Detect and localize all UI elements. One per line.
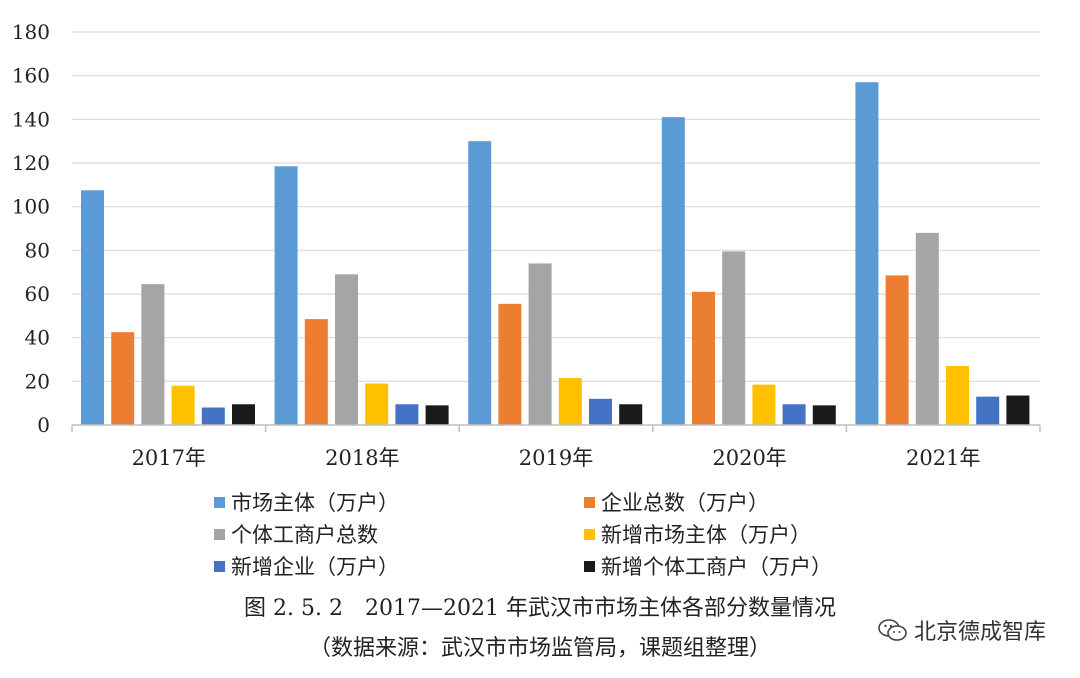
legend-item: 新增市场主体（万户） bbox=[584, 520, 874, 548]
legend-swatch bbox=[584, 496, 595, 508]
legend-item: 新增企业（万户） bbox=[214, 552, 584, 580]
legend-label: 市场主体（万户） bbox=[231, 491, 399, 515]
bar bbox=[468, 141, 492, 425]
legend-swatch bbox=[584, 560, 595, 572]
bar bbox=[619, 404, 643, 425]
bar bbox=[855, 82, 879, 425]
bar bbox=[274, 166, 298, 425]
bar bbox=[589, 398, 612, 425]
legend-item: 个体工商户总数 bbox=[214, 520, 584, 548]
x-category-label: 2021年 bbox=[906, 446, 980, 470]
bar bbox=[395, 404, 419, 425]
legend-label: 新增市场主体（万户） bbox=[601, 523, 811, 547]
bar bbox=[365, 383, 389, 425]
x-category-label: 2019年 bbox=[519, 446, 593, 470]
bar bbox=[976, 396, 1000, 425]
y-tick-label: 180 bbox=[12, 20, 50, 44]
x-category-label: 2017年 bbox=[132, 446, 206, 470]
bar bbox=[111, 332, 135, 425]
bar bbox=[528, 263, 552, 425]
bar bbox=[171, 385, 195, 425]
bar bbox=[661, 117, 685, 426]
bar bbox=[782, 404, 806, 425]
bar bbox=[558, 378, 582, 425]
bar bbox=[141, 284, 165, 425]
y-axis: 0 20 40 60 80 100 120 140 160 180 bbox=[12, 20, 50, 437]
x-category-label: 2020年 bbox=[712, 446, 786, 470]
bar bbox=[304, 319, 328, 425]
legend: 市场主体（万户） 企业总数（万户） 个体工商户总数 新增市场主体（万户） 新增企业（万户… bbox=[214, 488, 874, 580]
bar bbox=[1006, 395, 1030, 425]
legend-label: 企业总数（万户） bbox=[601, 491, 769, 515]
legend-item: 市场主体（万户） bbox=[214, 488, 584, 516]
y-tick-label: 40 bbox=[25, 326, 50, 350]
y-tick-label: 120 bbox=[12, 151, 50, 175]
legend-label: 新增个体工商户（万户） bbox=[601, 555, 832, 579]
legend-item: 企业总数（万户） bbox=[584, 488, 874, 516]
y-tick-label: 160 bbox=[12, 64, 50, 88]
watermark: 北京德成智库 bbox=[878, 614, 1046, 646]
x-category-label: 2018年 bbox=[325, 446, 399, 470]
y-tick-label: 80 bbox=[25, 238, 50, 262]
bar bbox=[201, 407, 225, 425]
data-source: （数据来源：武汉市市场监管局，课题组整理） bbox=[308, 636, 771, 661]
y-tick-label: 20 bbox=[25, 369, 50, 393]
gridlines bbox=[72, 31, 1040, 382]
legend-swatch bbox=[214, 528, 225, 540]
bar bbox=[752, 384, 776, 425]
bar bbox=[498, 303, 522, 425]
bar bbox=[722, 251, 746, 425]
wechat-icon bbox=[878, 619, 907, 641]
bar-chart: 0 20 40 60 80 100 120 140 160 180 2017年 2018年 2019年… bbox=[12, 20, 1041, 470]
bar bbox=[946, 366, 969, 425]
bar bbox=[425, 405, 449, 425]
bars bbox=[81, 82, 1030, 426]
y-tick-label: 0 bbox=[37, 413, 50, 437]
legend-swatch bbox=[214, 560, 225, 572]
bar bbox=[692, 291, 715, 425]
bar bbox=[335, 274, 358, 425]
legend-label: 新增企业（万户） bbox=[231, 555, 399, 579]
y-tick-label: 60 bbox=[25, 282, 50, 306]
y-tick-label: 100 bbox=[12, 195, 50, 219]
legend-item: 新增个体工商户（万户） bbox=[584, 552, 874, 580]
bar bbox=[81, 190, 104, 425]
figure-caption: 图 2. 5. 2 2017—2021 年武汉市市场主体各部分数量情况 bbox=[244, 596, 836, 621]
x-axis: 2017年 2018年 2019年 2020年 2021年 bbox=[71, 424, 1041, 470]
bar bbox=[885, 275, 909, 425]
legend-swatch bbox=[214, 496, 225, 508]
legend-swatch bbox=[584, 528, 595, 540]
legend-label: 个体工商户总数 bbox=[231, 523, 378, 547]
watermark-text: 北京德成智库 bbox=[913, 620, 1046, 645]
bar bbox=[812, 405, 836, 425]
bar bbox=[232, 404, 255, 425]
y-tick-label: 140 bbox=[12, 107, 50, 131]
bar bbox=[915, 232, 939, 425]
